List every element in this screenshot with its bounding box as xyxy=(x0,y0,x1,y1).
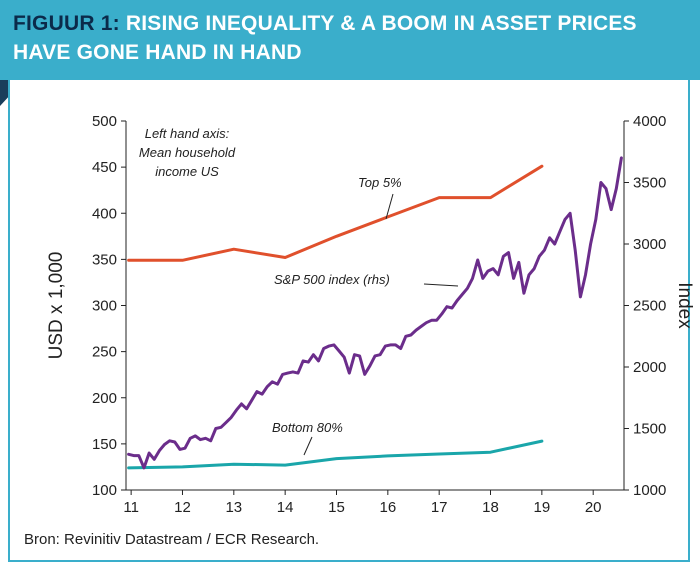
y-tick-label-right: 1500 xyxy=(633,421,666,438)
top5-line xyxy=(127,164,544,262)
y-tick-label-right: 4000 xyxy=(633,113,666,130)
chart-frame xyxy=(8,80,690,562)
source-note: Bron: Revinitiv Datastream / ECR Researc… xyxy=(24,531,320,548)
y-tick-label-right: 3000 xyxy=(633,236,666,253)
x-tick-label: 16 xyxy=(379,499,396,516)
y-axis-title-left: USD x 1,000 xyxy=(46,252,67,360)
bottom80-line xyxy=(127,439,544,470)
x-tick-label: 17 xyxy=(431,499,448,516)
left-axis-note-line: income US xyxy=(155,164,219,179)
y-tick-label-left: 100 xyxy=(92,482,117,499)
title-banner: FIGUUR 1: RISING INEQUALITY & A BOOM IN … xyxy=(0,0,700,80)
y-tick-label-left: 300 xyxy=(92,298,117,315)
bottom80-label: Bottom 80% xyxy=(272,420,343,435)
sp500-label: S&P 500 index (rhs) xyxy=(274,272,390,287)
x-tick-label: 13 xyxy=(225,499,242,516)
y-tick-label-left: 500 xyxy=(92,113,117,130)
top5-leader-line xyxy=(385,193,394,220)
top5-label: Top 5% xyxy=(358,175,402,190)
figure-number: FIGUUR 1: xyxy=(13,12,120,35)
x-tick-label: 20 xyxy=(585,499,602,516)
y-tick-label-left: 200 xyxy=(92,390,117,407)
y-tick-label-right: 2000 xyxy=(633,359,666,376)
x-tick-label: 11 xyxy=(123,499,139,516)
sp500-leader-line xyxy=(423,283,459,287)
y-tick-label-right: 2500 xyxy=(633,298,666,315)
bottom80-leader-line xyxy=(303,436,313,456)
left-axis-note-line: Mean household xyxy=(139,145,236,160)
x-tick-label: 18 xyxy=(482,499,499,516)
left-axis-note-line: Left hand axis: xyxy=(145,126,230,141)
x-tick-label: 14 xyxy=(277,499,294,516)
title-text-1: RISING INEQUALITY & A BOOM IN ASSET PRIC… xyxy=(125,12,637,35)
x-tick-label: 15 xyxy=(328,499,345,516)
x-tick-label: 12 xyxy=(174,499,191,516)
chart-title-line-2: HAVE GONE HAND IN HAND xyxy=(13,41,302,64)
y-tick-label-left: 400 xyxy=(92,205,117,222)
y-axis-title-right: Index xyxy=(674,282,695,329)
y-tick-label-left: 450 xyxy=(92,159,117,176)
y-tick-label-left: 150 xyxy=(92,436,117,453)
chart-title-line-1: FIGUUR 1: RISING INEQUALITY & A BOOM IN … xyxy=(13,12,637,36)
y-tick-label-right: 1000 xyxy=(633,482,666,499)
y-tick-label-right: 3500 xyxy=(633,175,666,192)
sp500-line xyxy=(127,156,623,470)
x-tick-label: 19 xyxy=(534,499,551,516)
y-tick-label-left: 250 xyxy=(92,344,117,361)
y-tick-label-left: 350 xyxy=(92,251,117,268)
